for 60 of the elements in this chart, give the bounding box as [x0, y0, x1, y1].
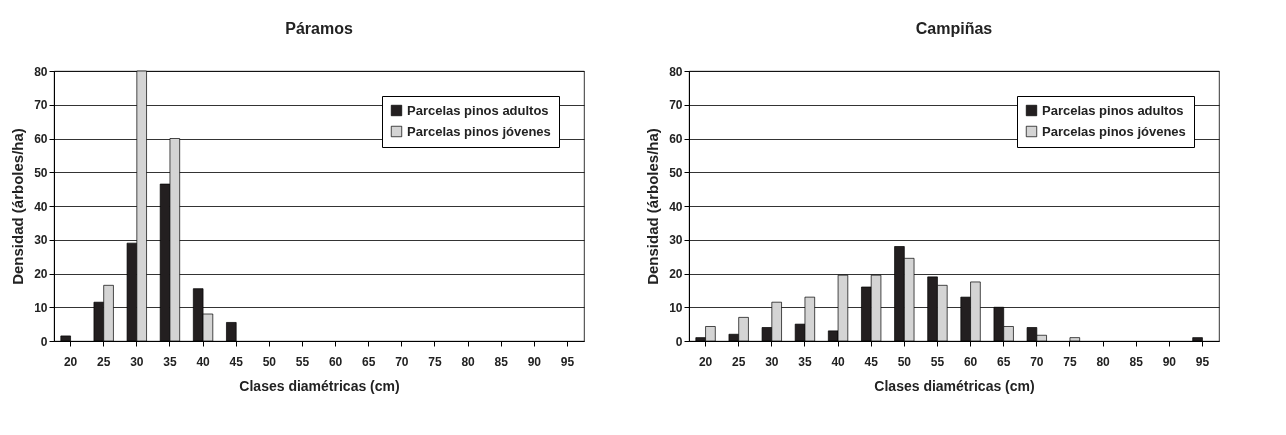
legend-label: Parcelas pinos adultos	[1042, 102, 1184, 118]
x-tick-label: 60	[963, 354, 978, 369]
x-tick-label: 85	[1129, 354, 1144, 369]
x-tick-label: 55	[930, 354, 945, 369]
x-tick-label: 25	[97, 354, 111, 369]
x-tick-label: 40	[196, 354, 211, 369]
y-tick-label: 80	[669, 64, 683, 79]
x-tick-label: 45	[229, 354, 244, 369]
x-tick-label: 90	[1162, 354, 1177, 369]
y-tick-label: 0	[675, 334, 683, 349]
x-tick-label: 30	[130, 354, 144, 369]
x-tick-label: 65	[997, 354, 1011, 369]
y-tick-label: 20	[669, 267, 683, 281]
x-tick-label: 85	[494, 354, 509, 369]
x-axis-title: Clases diamétricas (cm)	[239, 377, 400, 394]
x-tick-label: 30	[765, 354, 779, 369]
y-tick-label: 60	[669, 132, 683, 146]
y-tick-label: 20	[34, 267, 48, 281]
y-tick-label: 30	[34, 233, 48, 248]
y-axis-title: Densidad (árboles/ha)	[644, 128, 662, 285]
x-tick-label: 60	[328, 354, 343, 369]
y-tick-label: 50	[34, 165, 48, 180]
y-tick-label: 40	[669, 199, 683, 214]
x-tick-label: 75	[428, 354, 442, 369]
x-tick-label: 65	[362, 354, 376, 369]
y-tick-label: 10	[669, 300, 683, 315]
x-tick-label: 35	[163, 354, 177, 369]
x-tick-label: 35	[798, 354, 812, 369]
y-tick-label: 70	[669, 98, 683, 113]
x-tick-label: 25	[732, 354, 746, 369]
x-tick-label: 80	[1096, 354, 1111, 369]
x-tick-label: 90	[527, 354, 542, 369]
x-tick-label: 55	[295, 354, 310, 369]
chart-title: Campiñas	[915, 20, 993, 37]
x-tick-label: 20	[63, 354, 78, 369]
x-tick-label: 75	[1063, 354, 1077, 369]
y-axis-title: Densidad (árboles/ha)	[9, 128, 27, 285]
x-tick-label: 40	[831, 354, 846, 369]
x-tick-label: 95	[560, 354, 575, 369]
chart-title: Páramos	[285, 20, 353, 37]
x-tick-label: 50	[897, 354, 912, 369]
y-tick-label: 70	[34, 98, 48, 113]
legend-label: Parcelas pinos jóvenes	[407, 123, 551, 139]
x-tick-label: 80	[461, 354, 476, 369]
legend-label: Parcelas pinos jóvenes	[1042, 123, 1186, 139]
x-tick-label: 70	[1030, 354, 1044, 369]
y-tick-label: 0	[40, 334, 48, 349]
x-tick-label: 20	[698, 354, 713, 369]
x-tick-label: 50	[262, 354, 277, 369]
x-tick-label: 45	[864, 354, 879, 369]
y-tick-label: 60	[34, 132, 48, 146]
y-tick-label: 80	[34, 64, 48, 79]
y-tick-label: 50	[669, 165, 683, 180]
x-tick-label: 70	[395, 354, 409, 369]
y-tick-label: 10	[34, 300, 48, 315]
x-tick-label: 95	[1195, 354, 1210, 369]
x-axis-title: Clases diamétricas (cm)	[874, 377, 1035, 394]
y-tick-label: 30	[669, 233, 683, 248]
y-tick-label: 40	[34, 199, 48, 214]
legend-label: Parcelas pinos adultos	[407, 102, 549, 118]
